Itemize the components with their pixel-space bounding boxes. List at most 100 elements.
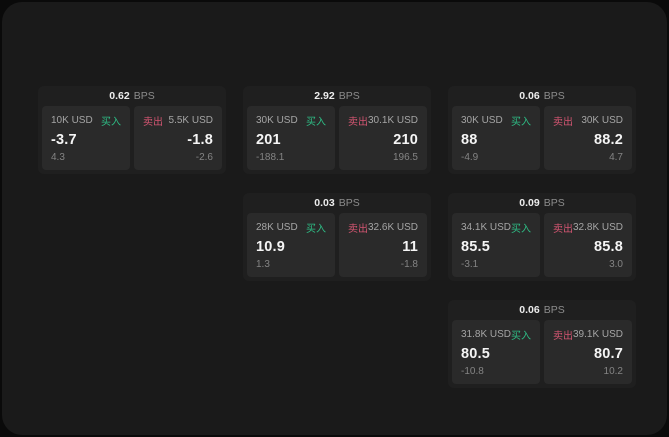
- quote-tiles: 31.8K USD 买入 80.5 -10.8 卖出 39.1K USD 80.…: [452, 320, 632, 384]
- quote-tiles: 10K USD 买入 -3.7 4.3 卖出 5.5K USD -1.8 -2.…: [42, 106, 222, 170]
- bps-unit-label: BPS: [543, 90, 565, 102]
- buy-amount: 34.1K USD: [461, 222, 512, 233]
- buy-value: 80.5: [461, 346, 491, 362]
- buy-tile-top: 34.1K USD 买入: [461, 220, 531, 235]
- buy-side-label: 买入: [511, 117, 531, 128]
- quote-tiles: 28K USD 买入 10.9 1.3 卖出 32.6K USD 11 -1.8: [247, 213, 427, 277]
- buy-amount: 28K USD: [256, 222, 298, 233]
- bps-unit-label: BPS: [338, 197, 360, 209]
- buy-side-label: 买入: [511, 331, 532, 342]
- sell-amount: 39.1K USD: [572, 329, 624, 340]
- buy-side-label: 买入: [306, 224, 326, 235]
- buy-tile-top: 30K USD 买入: [256, 113, 326, 128]
- buy-quote-tile[interactable]: 31.8K USD 买入 80.5 -10.8: [452, 320, 540, 384]
- buy-delta: -188.1: [256, 152, 285, 163]
- sell-side-label: 卖出: [553, 224, 573, 235]
- buy-amount: 30K USD: [461, 115, 503, 126]
- sell-quote-tile[interactable]: 卖出 5.5K USD -1.8 -2.6: [134, 106, 222, 170]
- sell-quote-tile[interactable]: 卖出 32.8K USD 85.8 3.0: [544, 213, 632, 277]
- sell-side-label: 卖出: [553, 331, 573, 342]
- bps-value: 0.06: [519, 304, 540, 316]
- buy-quote-tile[interactable]: 10K USD 买入 -3.7 4.3: [42, 106, 130, 170]
- sell-tile-top: 卖出 30.1K USD: [348, 113, 418, 128]
- sell-value: 88.2: [593, 132, 623, 148]
- bps-value: 0.62: [109, 90, 130, 102]
- bps-header: 0.09 BPS: [452, 193, 632, 213]
- bps-card: 0.03 BPS 28K USD 买入 10.9 1.3 卖出 32.6K US…: [243, 193, 431, 281]
- sell-tile-top: 卖出 5.5K USD: [143, 113, 213, 128]
- buy-quote-tile[interactable]: 28K USD 买入 10.9 1.3: [247, 213, 335, 277]
- sell-quote-tile[interactable]: 卖出 30K USD 88.2 4.7: [544, 106, 632, 170]
- sell-amount: 5.5K USD: [168, 115, 213, 126]
- buy-delta: -10.8: [461, 366, 484, 377]
- sell-value: 210: [393, 132, 418, 148]
- sell-tile-top: 卖出 30K USD: [553, 113, 623, 128]
- sell-tile-top: 卖出 39.1K USD: [553, 327, 623, 342]
- sell-amount: 30K USD: [581, 115, 623, 126]
- buy-side-label: 买入: [306, 117, 326, 128]
- sell-delta: 10.2: [603, 366, 623, 377]
- bps-unit-label: BPS: [338, 90, 360, 102]
- bps-unit-label: BPS: [543, 304, 565, 316]
- bps-header: 0.62 BPS: [42, 86, 222, 106]
- sell-side-label: 卖出: [348, 224, 368, 235]
- sell-amount: 30.1K USD: [367, 115, 419, 126]
- buy-delta: -3.1: [461, 259, 479, 270]
- quote-cards-grid: 0.62 BPS 10K USD 买入 -3.7 4.3 卖出 5.5K USD: [38, 86, 636, 388]
- buy-value: 85.5: [461, 239, 491, 255]
- sell-value: 11: [402, 239, 418, 255]
- bps-header: 2.92 BPS: [247, 86, 427, 106]
- bps-unit-label: BPS: [133, 90, 155, 102]
- buy-value: 10.9: [256, 239, 286, 255]
- buy-tile-top: 28K USD 买入: [256, 220, 326, 235]
- quote-tiles: 30K USD 买入 88 -4.9 卖出 30K USD 88.2 4.7: [452, 106, 632, 170]
- sell-side-label: 卖出: [553, 117, 573, 128]
- sell-delta: 196.5: [392, 152, 418, 163]
- bps-card: 0.06 BPS 31.8K USD 买入 80.5 -10.8 卖出 39.1…: [448, 300, 636, 388]
- buy-amount: 30K USD: [256, 115, 298, 126]
- buy-delta: 4.3: [51, 152, 65, 163]
- buy-side-label: 买入: [511, 224, 532, 235]
- sell-value: -1.8: [187, 132, 213, 148]
- buy-tile-top: 31.8K USD 买入: [461, 327, 531, 342]
- buy-side-label: 买入: [101, 117, 121, 128]
- sell-quote-tile[interactable]: 卖出 32.6K USD 11 -1.8: [339, 213, 427, 277]
- quote-tiles: 34.1K USD 买入 85.5 -3.1 卖出 32.8K USD 85.8…: [452, 213, 632, 277]
- bps-card: 0.09 BPS 34.1K USD 买入 85.5 -3.1 卖出 32.8K…: [448, 193, 636, 281]
- sell-side-label: 卖出: [348, 117, 368, 128]
- buy-amount: 31.8K USD: [461, 329, 512, 340]
- buy-value: 88: [461, 132, 478, 148]
- sell-delta: 4.7: [609, 152, 623, 163]
- sell-quote-tile[interactable]: 卖出 39.1K USD 80.7 10.2: [544, 320, 632, 384]
- buy-quote-tile[interactable]: 30K USD 买入 88 -4.9: [452, 106, 540, 170]
- bps-card: 0.06 BPS 30K USD 买入 88 -4.9 卖出 30K USD: [448, 86, 636, 174]
- sell-value: 85.8: [593, 239, 623, 255]
- sell-tile-top: 卖出 32.8K USD: [553, 220, 623, 235]
- bps-value: 2.92: [314, 90, 335, 102]
- bps-unit-label: BPS: [543, 197, 565, 209]
- sell-tile-top: 卖出 32.6K USD: [348, 220, 418, 235]
- bps-card: 2.92 BPS 30K USD 买入 201 -188.1 卖出 30.1K …: [243, 86, 431, 174]
- bps-value: 0.09: [519, 197, 540, 209]
- bps-value: 0.03: [314, 197, 335, 209]
- bps-value: 0.06: [519, 90, 540, 102]
- buy-delta: 1.3: [256, 259, 270, 270]
- buy-tile-top: 10K USD 买入: [51, 113, 121, 128]
- buy-value: -3.7: [51, 132, 77, 148]
- bps-card: 0.62 BPS 10K USD 买入 -3.7 4.3 卖出 5.5K USD: [38, 86, 226, 174]
- buy-value: 201: [256, 132, 281, 148]
- bps-header: 0.06 BPS: [452, 300, 632, 320]
- sell-amount: 32.8K USD: [572, 222, 624, 233]
- sell-amount: 32.6K USD: [367, 222, 419, 233]
- sell-side-label: 卖出: [143, 117, 163, 128]
- sell-quote-tile[interactable]: 卖出 30.1K USD 210 196.5: [339, 106, 427, 170]
- buy-quote-tile[interactable]: 34.1K USD 买入 85.5 -3.1: [452, 213, 540, 277]
- sell-delta: 3.0: [609, 259, 623, 270]
- sell-delta: -2.6: [195, 152, 213, 163]
- bps-header: 0.03 BPS: [247, 193, 427, 213]
- quote-tiles: 30K USD 买入 201 -188.1 卖出 30.1K USD 210 1…: [247, 106, 427, 170]
- sell-delta: -1.8: [400, 259, 418, 270]
- buy-quote-tile[interactable]: 30K USD 买入 201 -188.1: [247, 106, 335, 170]
- bps-header: 0.06 BPS: [452, 86, 632, 106]
